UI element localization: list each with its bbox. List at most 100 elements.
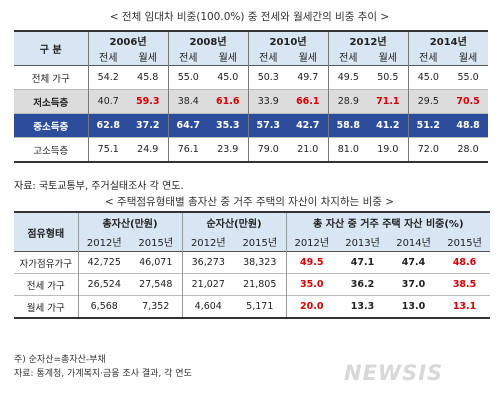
newsis-watermark-logo: NEWSIS: [344, 361, 444, 385]
table-cell: 76.1: [167, 137, 209, 162]
table-cell: 50.5: [377, 72, 399, 83]
table-cell-emphasis: 38.5: [452, 279, 477, 290]
table-cell: 42,725: [77, 251, 130, 274]
table-cell: 46,071: [139, 257, 173, 268]
table-cell: 55.0: [457, 72, 479, 83]
table-cell: 54.2: [87, 65, 128, 90]
wolse-subheader: 월세: [128, 48, 169, 66]
table-cell-emphasis: 13.1: [452, 301, 477, 312]
table-cell: 49.5: [327, 65, 369, 90]
wolse-subheader: 월세: [208, 48, 249, 66]
table-cell-emphasis: 20.0: [285, 295, 338, 318]
year-subheader: 2015년: [439, 232, 491, 252]
table-row: 고소득층 75.1 24.9 76.1 23.9 79.0 21.0 81.0 …: [14, 137, 489, 162]
row-label: 월세 가구: [26, 302, 65, 314]
wolse-subheader: 월세: [448, 48, 489, 66]
year-subheader: 2015년: [234, 232, 287, 252]
table-cell: 45.0: [217, 72, 239, 83]
table-cell: 51.2: [407, 113, 449, 138]
table-row: 월세 가구 6,568 7,352 4,604 5,171 20.0 13.3 …: [14, 295, 491, 318]
net-assets-header: 순자산(만원): [181, 212, 287, 232]
table-cell: 57.3: [247, 113, 289, 138]
table-cell-emphasis: 66.1: [288, 89, 329, 114]
table-cell-emphasis: 35.3: [208, 113, 249, 138]
table-cell: 21.0: [297, 144, 319, 155]
table-row: 전체 가구 54.2 45.8 55.0 45.0 50.3 49.7 49.5…: [14, 65, 489, 90]
row-label: 중소득층: [14, 113, 88, 138]
table-cell: 19.0: [377, 144, 399, 155]
table-cell: 24.9: [137, 144, 159, 155]
year-header: 2008년: [167, 31, 249, 48]
year-subheader: 2012년: [181, 232, 235, 252]
table-cell: 64.7: [167, 113, 209, 138]
table-cell: 23.9: [217, 144, 239, 155]
year-header: 2010년: [247, 31, 329, 48]
table-cell-emphasis: 49.5: [285, 251, 338, 274]
table-cell: 47.4: [401, 257, 426, 268]
row-label: 자가점유가구: [19, 258, 72, 270]
table-cell-emphasis: 42.7: [288, 113, 329, 138]
table-cell: 36,273: [181, 251, 235, 274]
table-cell: 40.7: [87, 89, 128, 114]
table-cell: 29.5: [407, 89, 449, 114]
table-cell: 13.3: [350, 301, 375, 312]
table-cell: 21,805: [243, 279, 277, 290]
table-cell: 26,524: [77, 273, 130, 296]
table-cell: 21,027: [181, 273, 235, 296]
year-subheader: 2013년: [337, 232, 389, 252]
table-cell: 79.0: [247, 137, 289, 162]
table-cell: 75.1: [87, 137, 128, 162]
row-label: 전체 가구: [31, 73, 70, 85]
jeonse-subheader: 전세: [247, 48, 289, 66]
table-cell-emphasis: 37.2: [128, 113, 169, 138]
row-label: 고소득층: [33, 145, 69, 157]
table-cell: 47.1: [350, 257, 375, 268]
table-cell-emphasis: 48.6: [452, 257, 477, 268]
table-cell: 38,323: [243, 257, 277, 268]
table1-corner-header: 구 분: [14, 31, 88, 66]
table-cell-emphasis: 59.3: [128, 89, 169, 114]
total-assets-header: 총자산(만원): [77, 212, 183, 232]
housing-share-header: 총 자산 중 거주 주택 자산 비중(%): [285, 212, 491, 232]
table-cell: 62.8: [87, 113, 128, 138]
row-label: 전세 가구: [26, 280, 65, 292]
table2-source: 자료: 통계청, 가계복지·금융 조사 결과, 각 연도: [14, 369, 192, 379]
table-cell: 33.9: [247, 89, 289, 114]
table-cell: 49.7: [297, 72, 319, 83]
table-cell-emphasis: 48.8: [448, 113, 489, 138]
table-cell: 55.0: [167, 65, 209, 90]
table1-source: 자료: 국토교통부, 주거실태조사 각 연도.: [14, 181, 184, 192]
table-row-highlight-mid: 중소득층 62.8 37.2 64.7 35.3 57.3 42.7 58.8 …: [14, 113, 489, 138]
table-cell: 81.0: [327, 137, 369, 162]
table-cell: 4,604: [181, 295, 235, 318]
wolse-subheader: 월세: [368, 48, 409, 66]
table2-footnote: 주) 순자산=총자산-부채: [14, 355, 106, 365]
year-subheader: 2014년: [388, 232, 440, 252]
year-header: 2012년: [327, 31, 409, 48]
table-cell-emphasis: 71.1: [368, 89, 409, 114]
jeonse-subheader: 전세: [327, 48, 369, 66]
table2-corner-header: 점유형태: [14, 212, 78, 252]
wolse-subheader: 월세: [288, 48, 329, 66]
table-cell: 28.9: [327, 89, 369, 114]
year-header: 2014년: [407, 31, 489, 48]
table-row-highlight-low: 저소득층 40.7 59.3 38.4 61.6 33.9 66.1 28.9 …: [14, 89, 489, 114]
jeonse-subheader: 전세: [407, 48, 449, 66]
table-cell: 13.0: [401, 301, 426, 312]
jeonse-subheader: 전세: [167, 48, 209, 66]
year-header: 2006년: [87, 31, 169, 48]
table-cell: 6,568: [77, 295, 130, 318]
year-subheader: 2012년: [285, 232, 338, 252]
rent-ratio-table: 구 분 2006년 2008년 2010년 2012년 2014년 전세 월세 …: [14, 30, 489, 163]
table-cell-emphasis: 70.5: [448, 89, 489, 114]
table1-title: < 전체 임대차 비중(100.0%) 중 전세와 월세간의 비중 추이 >: [109, 11, 390, 23]
asset-share-table: 점유형태 총자산(만원) 순자산(만원) 총 자산 중 거주 주택 자산 비중(…: [14, 211, 491, 319]
table-cell-emphasis: 35.0: [285, 273, 338, 296]
table-cell: 50.3: [247, 65, 289, 90]
table-cell: 36.2: [350, 279, 375, 290]
table-cell: 38.4: [167, 89, 209, 114]
table-cell: 72.0: [407, 137, 449, 162]
year-subheader: 2012년: [77, 232, 130, 252]
table-cell: 58.8: [327, 113, 369, 138]
table-cell-emphasis: 61.6: [208, 89, 249, 114]
